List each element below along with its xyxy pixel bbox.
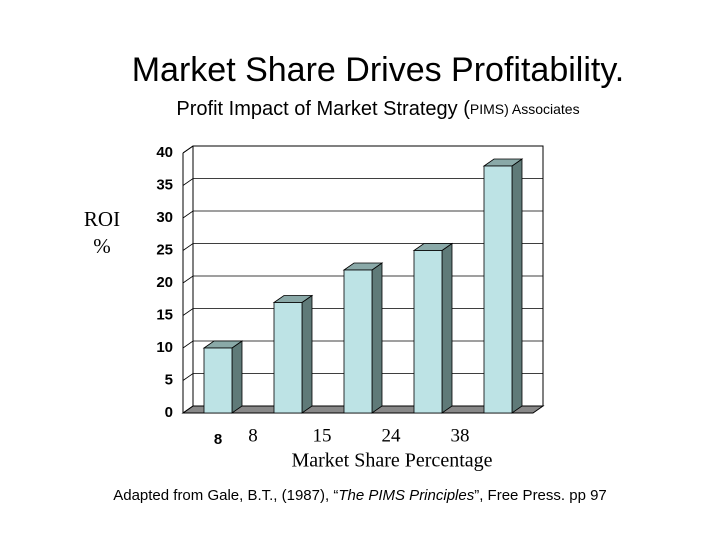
bar-side <box>441 242 453 414</box>
y-tick-label: 5 <box>165 371 173 388</box>
x-overlay-label: 8 <box>248 425 258 446</box>
x-label: Market Share Percentage <box>291 450 492 472</box>
y-tick-label: 0 <box>165 404 173 421</box>
x-tick-label: 8 <box>214 431 222 448</box>
y-tick-label: 10 <box>156 339 173 356</box>
bar-side <box>511 158 523 414</box>
bar <box>203 347 233 414</box>
y-tick-label: 15 <box>156 306 173 323</box>
x-overlay-label: 38 <box>451 425 470 446</box>
y-tick-label: 30 <box>156 209 173 226</box>
title: Market Share Drives Profitability. <box>132 51 625 89</box>
bar-side <box>231 340 243 414</box>
bar <box>273 302 303 414</box>
y-tick-label: 20 <box>156 274 173 291</box>
y-label: % <box>93 234 111 258</box>
bar <box>413 250 443 414</box>
bar-side <box>301 294 313 414</box>
subtitle: Profit Impact of Market Strategy (PIMS) … <box>176 98 579 120</box>
source-text: Adapted from Gale, B.T., (1987), “ <box>113 487 338 504</box>
x-overlay-label: 15 <box>313 425 332 446</box>
grid-line <box>182 178 543 186</box>
bar <box>483 165 513 414</box>
grid-line <box>182 210 543 219</box>
bar-side <box>371 262 383 414</box>
subtitle-small: PIMS) Associates <box>470 101 580 117</box>
y-tick-label: 25 <box>156 241 173 258</box>
subtitle-main: Profit Impact of Market Strategy ( <box>176 98 470 120</box>
source: Adapted from Gale, B.T., (1987), “The PI… <box>113 487 607 504</box>
grid-line <box>182 145 543 154</box>
y-tick-label: 40 <box>156 144 173 161</box>
y-tick-label: 35 <box>156 176 173 193</box>
source-italic: The PIMS Principles <box>338 487 474 504</box>
source-text: ”, Free Press. pp 97 <box>474 487 607 504</box>
x-overlay-label: 24 <box>382 425 402 446</box>
y-label: ROI <box>84 207 120 231</box>
bar <box>343 269 373 414</box>
